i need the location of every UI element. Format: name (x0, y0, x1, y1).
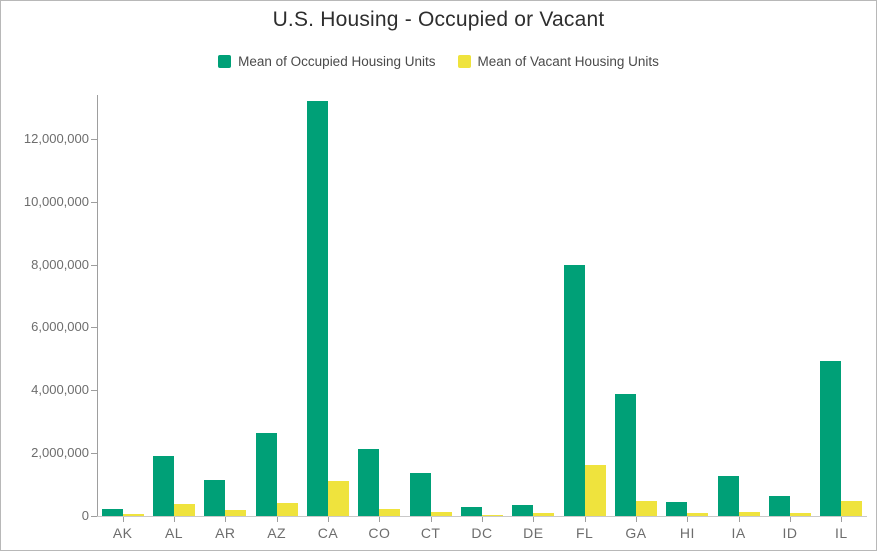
x-axis-label-co: CO (368, 525, 391, 541)
bar-vacant-il[interactable] (841, 500, 863, 516)
bar-vacant-ga[interactable] (636, 501, 657, 516)
bar-occupied-fl[interactable] (563, 265, 585, 516)
x-axis-label-ar: AR (215, 525, 236, 541)
legend-item-occupied[interactable]: Mean of Occupied Housing Units (218, 54, 436, 69)
bar-vacant-de[interactable] (533, 513, 555, 516)
bar-occupied-ak[interactable] (101, 508, 123, 516)
bar-occupied-co[interactable] (358, 449, 380, 516)
y-axis-tick (91, 264, 97, 266)
bar-vacant-hi[interactable] (687, 513, 709, 516)
y-axis-tick (91, 516, 97, 517)
bar-occupied-id[interactable] (769, 496, 790, 516)
x-axis-line (97, 516, 867, 517)
y-axis-line (97, 95, 98, 516)
x-axis-tick (636, 517, 637, 522)
bar-occupied-az[interactable] (255, 432, 277, 516)
y-axis-tick (91, 390, 97, 392)
x-axis-label-id: ID (782, 525, 798, 541)
x-axis-tick (379, 517, 381, 522)
bar-occupied-ar[interactable] (204, 479, 226, 516)
bar-occupied-ia[interactable] (717, 475, 739, 516)
x-axis-tick (174, 517, 175, 522)
x-axis-tick (225, 517, 227, 522)
x-axis-tick (687, 517, 689, 522)
x-axis-tick (430, 517, 432, 522)
bar-vacant-id[interactable] (790, 512, 811, 516)
x-axis-label-ga: GA (625, 525, 647, 541)
y-axis-tick (91, 138, 97, 140)
x-axis-label-ak: AK (112, 525, 133, 541)
y-axis-tick-label: 10,000,000 (23, 193, 89, 209)
bar-occupied-ga[interactable] (615, 394, 636, 516)
y-axis-tick-label: 12,000,000 (23, 130, 89, 146)
bar-vacant-dc[interactable] (482, 515, 503, 516)
legend: Mean of Occupied Housing Units Mean of V… (1, 54, 876, 69)
bar-vacant-ia[interactable] (738, 511, 760, 516)
legend-label-vacant: Mean of Vacant Housing Units (477, 54, 659, 69)
y-axis-tick (91, 327, 97, 329)
x-axis-label-az: AZ (267, 525, 287, 541)
x-axis-tick (122, 517, 124, 522)
x-axis-label-al: AL (164, 525, 184, 541)
bar-vacant-ca[interactable] (328, 481, 349, 516)
bar-occupied-de[interactable] (512, 504, 534, 516)
bar-occupied-hi[interactable] (666, 501, 688, 516)
bar-occupied-il[interactable] (820, 361, 842, 516)
bar-occupied-al[interactable] (153, 456, 174, 516)
bar-vacant-al[interactable] (174, 503, 195, 516)
x-axis-label-ct: CT (420, 525, 441, 541)
x-axis-tick (276, 517, 278, 522)
x-axis-label-il: IL (834, 525, 848, 541)
x-axis-tick (738, 517, 740, 522)
bar-vacant-fl[interactable] (584, 464, 606, 516)
x-axis-tick (328, 517, 329, 522)
bar-vacant-ar[interactable] (225, 509, 247, 516)
legend-swatch-vacant-icon (457, 55, 471, 68)
bar-occupied-ca[interactable] (307, 101, 328, 516)
y-axis-tick-label: 0 (81, 508, 89, 523)
x-axis-label-hi: HI (679, 525, 695, 541)
x-axis-label-ia: IA (731, 525, 746, 541)
x-axis-label-ca: CA (317, 525, 339, 541)
y-axis-tick-label: 6,000,000 (31, 319, 89, 335)
legend-item-vacant[interactable]: Mean of Vacant Housing Units (457, 54, 659, 69)
bar-vacant-co[interactable] (379, 508, 401, 516)
y-axis-tick (91, 453, 97, 455)
legend-label-occupied: Mean of Occupied Housing Units (238, 54, 436, 69)
legend-swatch-occupied-icon (218, 55, 232, 68)
chart-title: U.S. Housing - Occupied or Vacant (272, 8, 605, 31)
x-axis-tick (533, 517, 535, 522)
x-axis-label-dc: DC (471, 525, 493, 541)
x-axis-tick (841, 517, 843, 522)
x-axis-label-fl: FL (575, 525, 594, 541)
y-axis-tick-label: 8,000,000 (31, 256, 89, 272)
bar-vacant-ak[interactable] (122, 514, 144, 516)
y-axis-tick-label: 4,000,000 (31, 382, 89, 398)
x-axis-tick (584, 517, 586, 522)
x-axis-tick (482, 517, 483, 522)
y-axis-tick-label: 2,000,000 (31, 445, 89, 461)
y-axis-tick (91, 201, 97, 203)
x-axis-label-de: DE (523, 525, 544, 541)
x-axis-tick (790, 517, 791, 522)
bar-vacant-ct[interactable] (430, 512, 452, 516)
bar-occupied-ct[interactable] (409, 472, 431, 516)
bar-vacant-az[interactable] (276, 503, 298, 516)
bar-occupied-dc[interactable] (461, 506, 482, 516)
